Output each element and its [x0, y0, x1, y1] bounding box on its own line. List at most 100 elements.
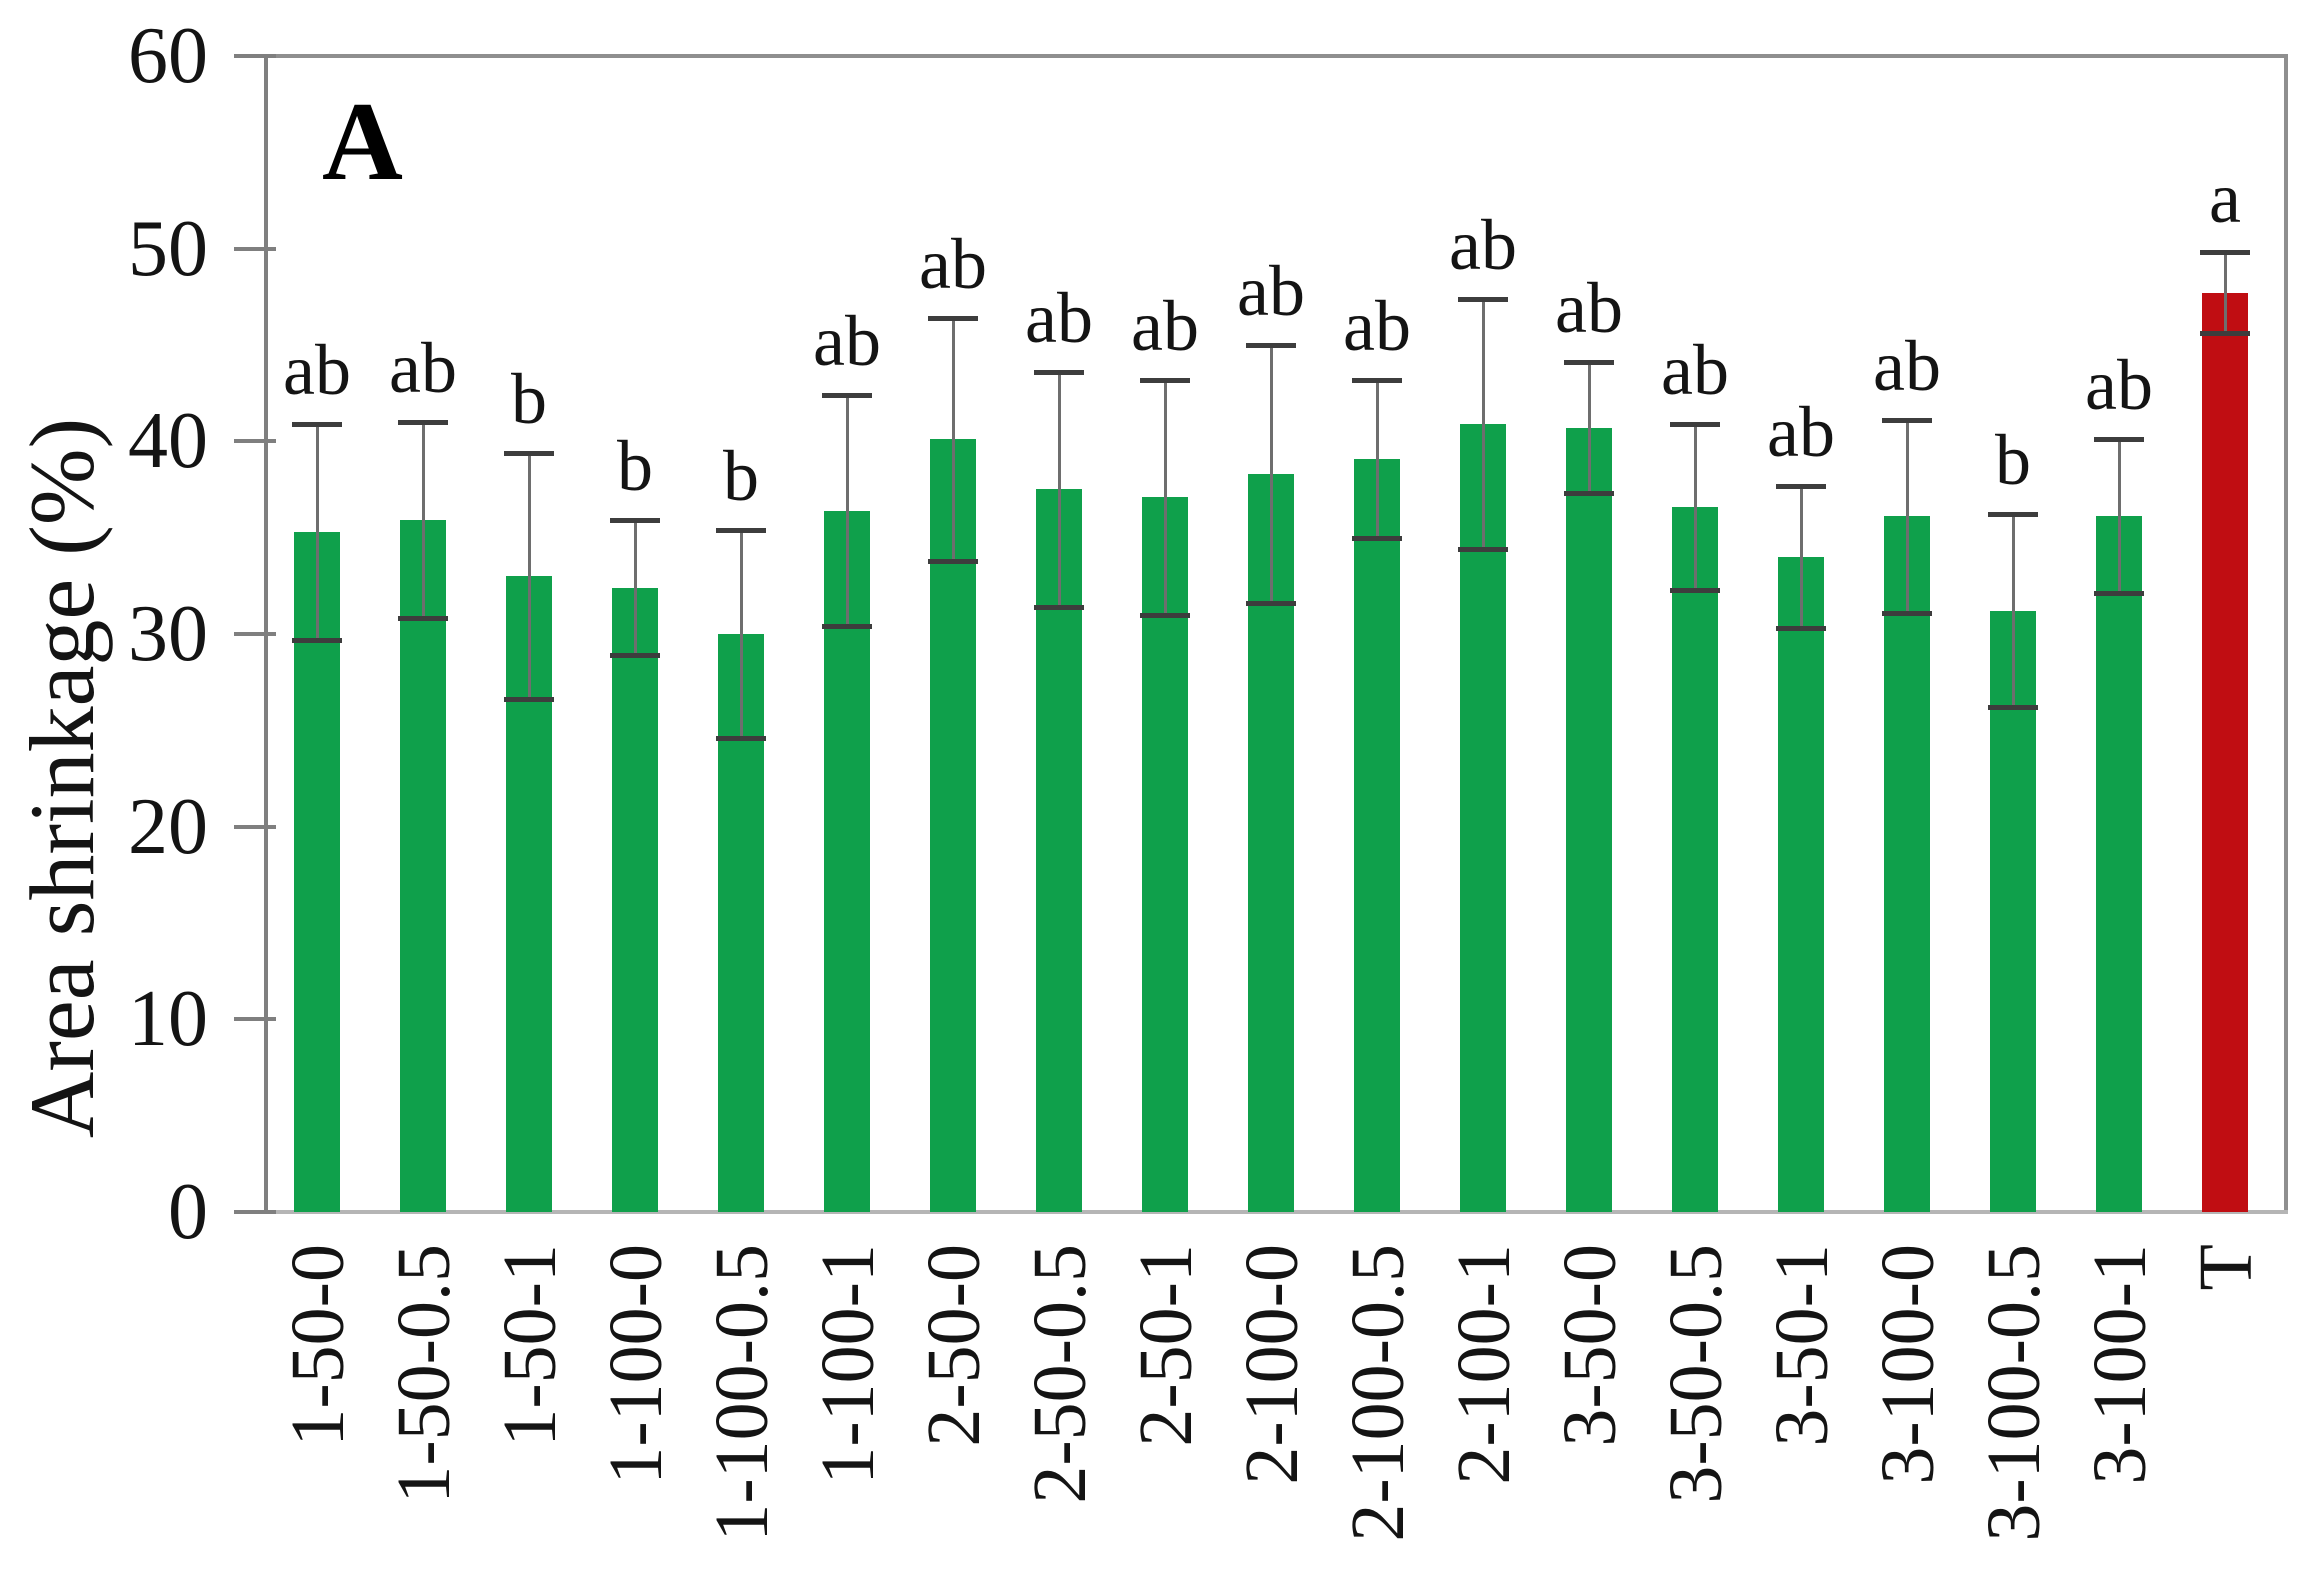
- error-cap-bottom-2-100-0: [1246, 601, 1296, 606]
- error-bar-1-100-0: [634, 520, 637, 655]
- x-tick-label-2-50-1: 2-50-1: [1124, 1244, 1208, 1447]
- error-cap-bottom-3-50-0: [1564, 491, 1614, 496]
- sig-letter-1-50-0: ab: [283, 330, 351, 410]
- error-bar-1-50-1: [528, 453, 531, 699]
- error-bar-3-50-1: [1800, 486, 1803, 628]
- error-cap-bottom-T: [2200, 331, 2250, 336]
- sig-letter-3-100-0: ab: [1873, 326, 1941, 406]
- x-tick-label-2-100-0: 2-100-0: [1230, 1244, 1314, 1485]
- y-tick-label: 40: [128, 397, 208, 485]
- error-bar-3-100-0: [1906, 420, 1909, 613]
- bar-1-50-0: [294, 532, 340, 1212]
- error-bar-2-50-0: [952, 318, 955, 561]
- x-tick-label-1-50-0: 1-50-0: [276, 1244, 360, 1447]
- error-cap-top-3-100-1: [2094, 437, 2144, 442]
- sig-letter-T: a: [2209, 158, 2241, 238]
- error-cap-top-2-50-0: [928, 316, 978, 321]
- bar-T: [2202, 293, 2248, 1212]
- x-tick-label-2-50-0.5: 2-50-0.5: [1018, 1244, 1102, 1504]
- error-cap-top-2-50-1: [1140, 378, 1190, 383]
- error-cap-bottom-2-100-1: [1458, 547, 1508, 552]
- error-cap-top-1-100-1: [822, 393, 872, 398]
- x-tick-label-3-50-0: 3-50-0: [1548, 1244, 1632, 1447]
- error-cap-top-1-100-0.5: [716, 528, 766, 533]
- bar-1-100-0: [612, 588, 658, 1212]
- bar-2-100-1: [1460, 424, 1506, 1212]
- error-cap-top-1-50-0: [292, 422, 342, 427]
- x-tick-label-2-100-0.5: 2-100-0.5: [1336, 1244, 1420, 1542]
- sig-letter-3-50-1: ab: [1767, 392, 1835, 472]
- x-tick-label-3-100-0: 3-100-0: [1866, 1244, 1950, 1485]
- error-cap-bottom-2-50-1: [1140, 613, 1190, 618]
- sig-letter-2-50-0: ab: [919, 224, 987, 304]
- sig-letter-3-100-0.5: b: [1995, 420, 2031, 500]
- y-tick-mark: [234, 632, 276, 636]
- bar-3-100-0: [1884, 516, 1930, 1212]
- x-tick-label-1-100-0: 1-100-0: [594, 1244, 678, 1485]
- error-cap-bottom-1-100-0: [610, 653, 660, 658]
- sig-letter-2-100-0: ab: [1237, 251, 1305, 331]
- y-tick-label: 30: [128, 590, 208, 678]
- error-bar-2-100-0: [1270, 345, 1273, 603]
- x-tick-label-1-100-0.5: 1-100-0.5: [700, 1244, 784, 1542]
- y-tick-label: 0: [168, 1168, 208, 1256]
- bar-3-100-0.5: [1990, 611, 2036, 1212]
- sig-letter-1-100-0.5: b: [723, 436, 759, 516]
- error-cap-top-2-100-0: [1246, 343, 1296, 348]
- error-cap-top-2-100-0.5: [1352, 378, 1402, 383]
- y-tick-mark: [234, 825, 276, 829]
- sig-letter-1-100-0: b: [617, 426, 653, 506]
- bar-3-100-1: [2096, 516, 2142, 1212]
- sig-letter-2-50-1: ab: [1131, 286, 1199, 366]
- error-cap-bottom-2-50-0: [928, 559, 978, 564]
- error-cap-top-3-50-0.5: [1670, 422, 1720, 427]
- bar-3-50-0: [1566, 428, 1612, 1212]
- error-cap-bottom-3-50-0.5: [1670, 588, 1720, 593]
- error-cap-top-1-50-1: [504, 451, 554, 456]
- x-tick-label-T: T: [2184, 1244, 2268, 1291]
- bar-2-100-0.5: [1354, 459, 1400, 1212]
- error-cap-top-1-100-0: [610, 518, 660, 523]
- error-bar-2-100-0.5: [1376, 380, 1379, 538]
- error-bar-1-100-1: [846, 395, 849, 626]
- error-cap-bottom-2-100-0.5: [1352, 536, 1402, 541]
- sig-letter-1-50-0.5: ab: [389, 328, 457, 408]
- error-cap-top-1-50-0.5: [398, 420, 448, 425]
- panel-label: A: [322, 80, 403, 204]
- plot-top-border: [264, 54, 2288, 58]
- x-tick-label-3-100-1: 3-100-1: [2078, 1244, 2162, 1485]
- error-bar-1-50-0.5: [422, 422, 425, 618]
- error-cap-bottom-3-50-1: [1776, 626, 1826, 631]
- error-bar-2-50-0.5: [1058, 372, 1061, 607]
- error-bar-2-100-1: [1482, 299, 1485, 549]
- x-tick-label-1-50-0.5: 1-50-0.5: [382, 1244, 466, 1504]
- sig-letter-1-50-1: b: [511, 359, 547, 439]
- sig-letter-3-100-1: ab: [2085, 345, 2153, 425]
- error-bar-3-100-1: [2118, 439, 2121, 593]
- sig-letter-1-100-1: ab: [813, 301, 881, 381]
- error-cap-bottom-1-50-1: [504, 697, 554, 702]
- error-bar-1-100-0.5: [740, 530, 743, 738]
- error-cap-bottom-1-50-0: [292, 638, 342, 643]
- y-tick-mark: [234, 1017, 276, 1021]
- y-tick-mark: [234, 247, 276, 251]
- bar-3-50-1: [1778, 557, 1824, 1212]
- error-cap-top-2-50-0.5: [1034, 370, 1084, 375]
- bar-1-50-0.5: [400, 520, 446, 1212]
- error-cap-top-3-100-0: [1882, 418, 1932, 423]
- error-cap-bottom-1-100-1: [822, 624, 872, 629]
- bar-2-50-0: [930, 439, 976, 1212]
- error-cap-top-3-50-1: [1776, 484, 1826, 489]
- error-cap-bottom-3-100-0: [1882, 611, 1932, 616]
- x-tick-label-2-100-1: 2-100-1: [1442, 1244, 1526, 1485]
- y-tick-mark: [234, 54, 276, 58]
- x-axis-line: [264, 1210, 2288, 1214]
- error-cap-top-T: [2200, 250, 2250, 255]
- sig-letter-3-50-0: ab: [1555, 268, 1623, 348]
- x-tick-label-3-50-1: 3-50-1: [1760, 1244, 1844, 1447]
- error-cap-bottom-1-100-0.5: [716, 736, 766, 741]
- y-tick-mark: [234, 439, 276, 443]
- error-cap-bottom-3-100-0.5: [1988, 705, 2038, 710]
- error-cap-top-2-100-1: [1458, 297, 1508, 302]
